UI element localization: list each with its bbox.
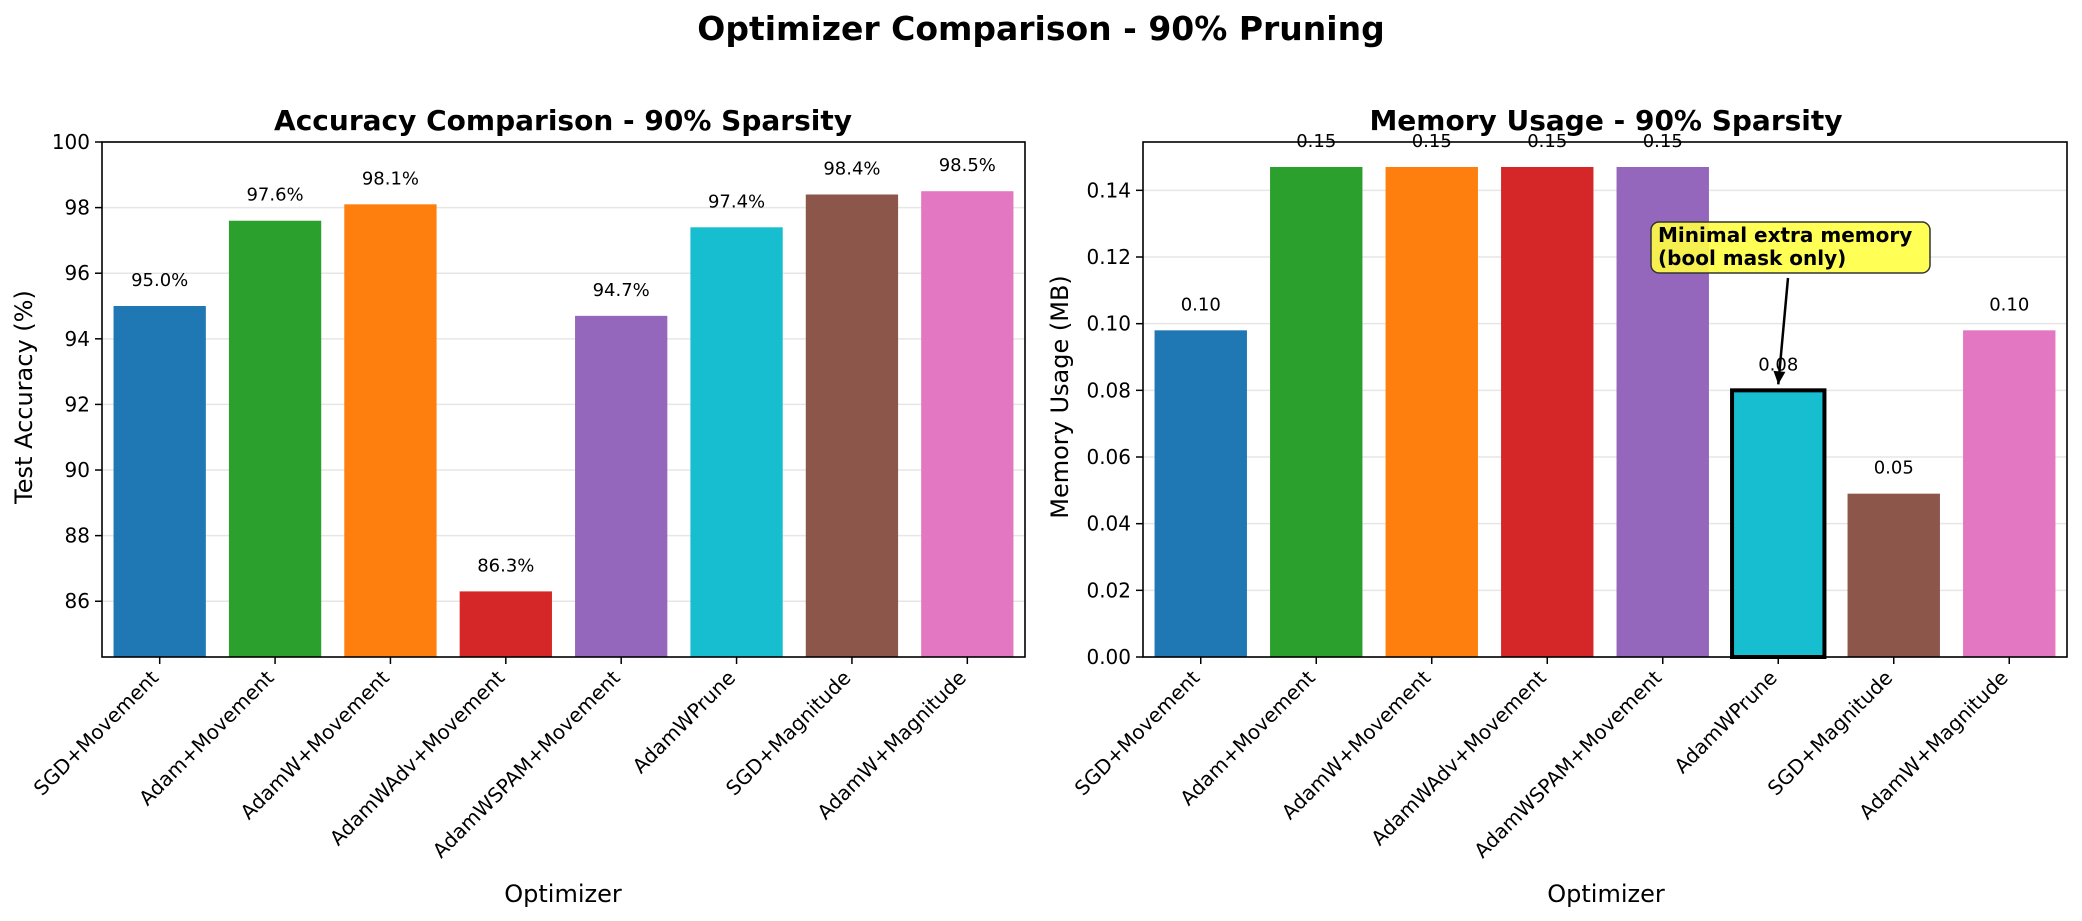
accuracy-y-tick-label: 98	[65, 196, 90, 220]
accuracy-chart-title: Accuracy Comparison - 90% Sparsity	[274, 104, 852, 137]
accuracy-y-tick-label: 96	[65, 261, 90, 285]
accuracy-y-tick-label: 100	[52, 130, 90, 154]
accuracy-x-tick-label: AdamWPrune	[628, 666, 741, 779]
accuracy-x-tick-label: SGD+Magnitude	[721, 666, 856, 801]
memory-bar-sgd-magnitude	[1847, 493, 1940, 657]
annotation-box	[1650, 221, 1931, 274]
accuracy-chart: Accuracy Comparison - 90% Sparsity Test …	[10, 104, 1026, 908]
memory-x-axis-label: Optimizer	[1547, 880, 1665, 908]
annotation-text: Minimal extra memory	[1658, 223, 1912, 247]
memory-bar-adamwprune	[1730, 388, 1827, 659]
accuracy-value-label: 98.4%	[823, 158, 880, 179]
accuracy-x-tick-label: SGD+Movement	[29, 665, 164, 800]
accuracy-bar-adamw-magnitude	[921, 191, 1014, 657]
annotation-arrow	[1777, 277, 1790, 385]
memory-y-tick-label: 0.04	[1086, 512, 1131, 536]
memory-bar-sgd-movement	[1154, 330, 1247, 657]
accuracy-y-tick-label: 94	[65, 327, 90, 351]
memory-chart-title: Memory Usage - 90% Sparsity	[1369, 104, 1842, 137]
memory-y-tick-label: 0.10	[1086, 312, 1131, 336]
accuracy-bar-adamw-movement	[344, 204, 437, 658]
accuracy-y-tick-label: 92	[65, 392, 90, 416]
memory-x-tick-label: SGD+Movement	[1070, 665, 1205, 800]
memory-value-label: 0.10	[1181, 294, 1221, 315]
memory-value-label: 0.10	[1989, 294, 2029, 315]
annotation-text: (bool mask only)	[1658, 246, 1846, 270]
accuracy-value-label: 86.3%	[477, 555, 534, 576]
memory-y-tick-label: 0.06	[1086, 445, 1131, 469]
memory-y-tick-label: 0.08	[1086, 378, 1131, 402]
memory-chart: Memory Usage - 90% Sparsity Memory Usage…	[1046, 104, 2068, 908]
accuracy-x-axis-label: Optimizer	[504, 880, 622, 908]
accuracy-value-label: 95.0%	[131, 270, 188, 291]
memory-bar-adamw-magnitude	[1963, 330, 2056, 657]
memory-x-tick-label: SGD+Magnitude	[1763, 666, 1898, 801]
accuracy-value-label: 97.6%	[246, 185, 303, 206]
accuracy-bar-sgd-magnitude	[805, 194, 899, 657]
memory-bar-adamw-movement	[1385, 167, 1478, 657]
accuracy-value-label: 98.5%	[939, 155, 996, 176]
memory-value-label: 0.05	[1874, 458, 1914, 479]
figure-title: Optimizer Comparison - 90% Pruning	[697, 9, 1384, 48]
memory-y-tick-label: 0.00	[1086, 645, 1131, 669]
accuracy-value-label: 98.1%	[362, 168, 419, 189]
accuracy-axes-frame	[101, 141, 1026, 658]
memory-bar-adam-movement	[1270, 167, 1363, 657]
memory-y-tick-label: 0.12	[1086, 245, 1131, 269]
accuracy-bar-adamwadv-movement	[459, 591, 552, 657]
accuracy-y-tick-label: 90	[65, 458, 90, 482]
memory-bar-adamwadv-movement	[1501, 167, 1594, 657]
memory-y-tick-label: 0.02	[1086, 578, 1131, 602]
accuracy-bar-adamwprune	[690, 227, 783, 657]
memory-value-label: 0.08	[1758, 354, 1798, 375]
accuracy-y-tick-label: 88	[65, 524, 90, 548]
accuracy-bar-adamwspam-movement	[575, 315, 668, 657]
memory-x-tick-label: AdamWSPAM+Movement	[1469, 665, 1666, 862]
accuracy-x-tick-label: AdamWSPAM+Movement	[428, 665, 625, 862]
accuracy-bar-sgd-movement	[113, 306, 206, 657]
annotation-arrowhead	[1773, 370, 1786, 385]
accuracy-bar-adam-movement	[228, 220, 322, 657]
memory-axes-frame	[1142, 141, 2068, 658]
accuracy-value-label: 97.4%	[708, 191, 765, 212]
accuracy-y-axis-label: Test Accuracy (%)	[10, 290, 38, 505]
memory-y-tick-label: 0.14	[1086, 178, 1131, 202]
memory-x-tick-label: AdamWPrune	[1669, 666, 1782, 779]
accuracy-value-label: 94.7%	[593, 280, 650, 301]
memory-y-axis-label: Memory Usage (MB)	[1046, 275, 1074, 519]
accuracy-y-tick-label: 86	[65, 589, 90, 613]
